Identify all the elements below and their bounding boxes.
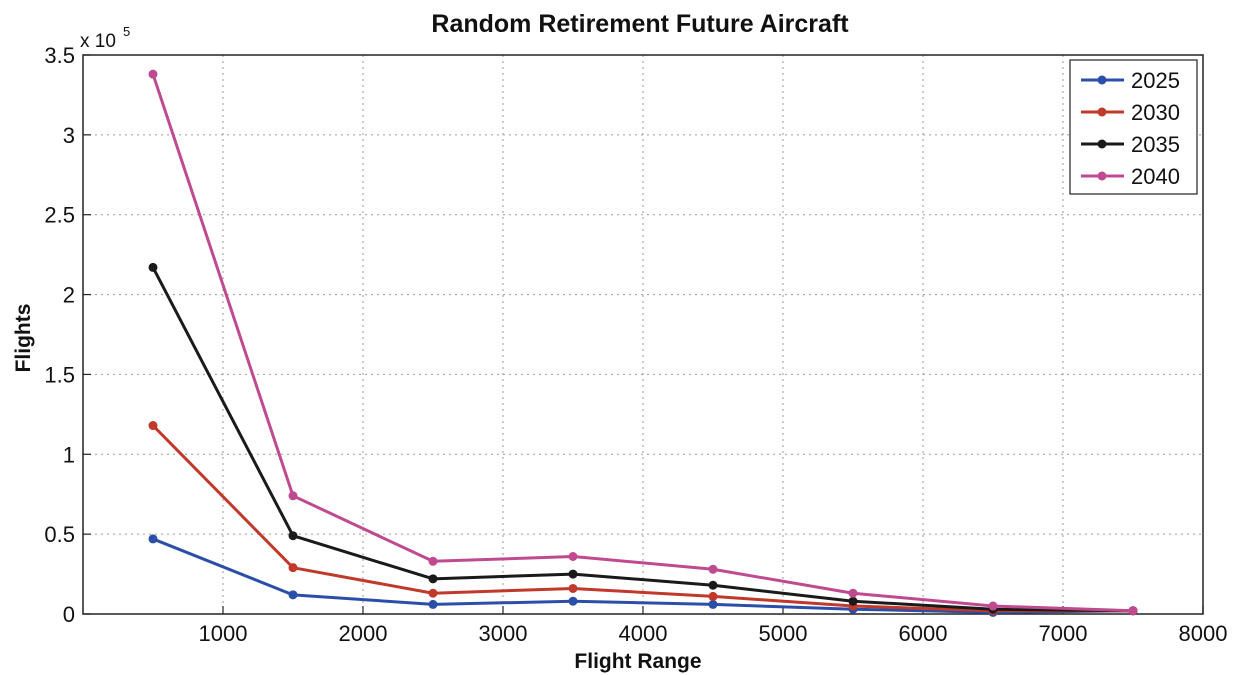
y-tick-label: 3.5 — [44, 43, 75, 68]
x-tick-label: 6000 — [899, 621, 948, 646]
legend-label: 2040 — [1131, 164, 1180, 189]
data-point — [988, 601, 998, 611]
legend-marker — [1097, 139, 1107, 149]
data-point — [568, 596, 578, 606]
series-line — [152, 537, 1134, 614]
series-line — [151, 73, 1134, 613]
y-tick-label: 2.5 — [44, 203, 75, 228]
data-point — [288, 491, 298, 501]
data-point — [148, 69, 158, 79]
data-point — [148, 534, 158, 544]
legend: 2025 2030 2035 2040 — [1069, 59, 1198, 195]
y-multiplier-base: x 10 — [80, 31, 116, 52]
data-point — [428, 588, 438, 598]
data-point — [568, 583, 578, 593]
data-point — [428, 556, 438, 566]
legend-marker — [1097, 75, 1107, 85]
series-line — [151, 266, 1134, 613]
y-tick-label: 1 — [63, 442, 75, 467]
y-axis: 0 0.5 1 1.5 2 2.5 3 3.5 — [44, 43, 91, 627]
data-point — [288, 563, 298, 573]
legend-label: 2025 — [1131, 68, 1180, 93]
legend-marker — [1097, 107, 1107, 117]
data-point — [428, 599, 438, 609]
legend-entry: 2035 — [1081, 132, 1180, 157]
series-2040 — [148, 69, 1138, 616]
x-tick-label: 5000 — [759, 621, 808, 646]
chart-title: Random Retirement Future Aircraft — [431, 10, 849, 38]
legend-label: 2035 — [1131, 132, 1180, 157]
legend-entry: 2025 — [1081, 68, 1180, 93]
legend-entry: 2030 — [1081, 100, 1180, 125]
data-point — [148, 421, 158, 431]
legend-box — [1069, 59, 1198, 195]
data-point — [708, 591, 718, 601]
data-point — [568, 552, 578, 562]
legend-label: 2030 — [1131, 100, 1180, 125]
x-tick-label: 4000 — [619, 621, 668, 646]
data-point — [148, 262, 158, 272]
legend-entry: 2040 — [1081, 164, 1180, 189]
y-tick-label: 2 — [63, 283, 75, 308]
series — [148, 69, 1138, 617]
x-tick-label: 1000 — [199, 621, 248, 646]
x-axis: 1000 2000 3000 4000 5000 6000 7000 8000 — [199, 606, 1228, 646]
y-tick-label: 0 — [63, 602, 75, 627]
data-point — [708, 580, 718, 590]
series-line — [151, 424, 1133, 613]
y-multiplier-exponent: 5 — [123, 24, 130, 39]
legend-marker — [1097, 171, 1107, 181]
data-point — [708, 564, 718, 574]
y-axis-multiplier: x 10 5 — [80, 24, 130, 52]
data-point — [708, 599, 718, 609]
x-axis-label: Flight Range — [574, 650, 701, 673]
y-axis-label: Flights — [12, 304, 35, 373]
x-tick-label: 3000 — [479, 621, 528, 646]
y-tick-label: 1.5 — [44, 362, 75, 387]
x-tick-label: 2000 — [339, 621, 388, 646]
data-point — [848, 588, 858, 598]
data-point — [568, 569, 578, 579]
data-point — [848, 596, 858, 606]
x-tick-label: 7000 — [1039, 621, 1088, 646]
data-point — [288, 531, 298, 541]
y-tick-label: 0.5 — [44, 522, 75, 547]
data-point — [288, 590, 298, 600]
x-tick-label: 8000 — [1179, 621, 1228, 646]
y-tick-label: 3 — [63, 123, 75, 148]
data-point — [1128, 606, 1138, 616]
data-point — [428, 574, 438, 584]
